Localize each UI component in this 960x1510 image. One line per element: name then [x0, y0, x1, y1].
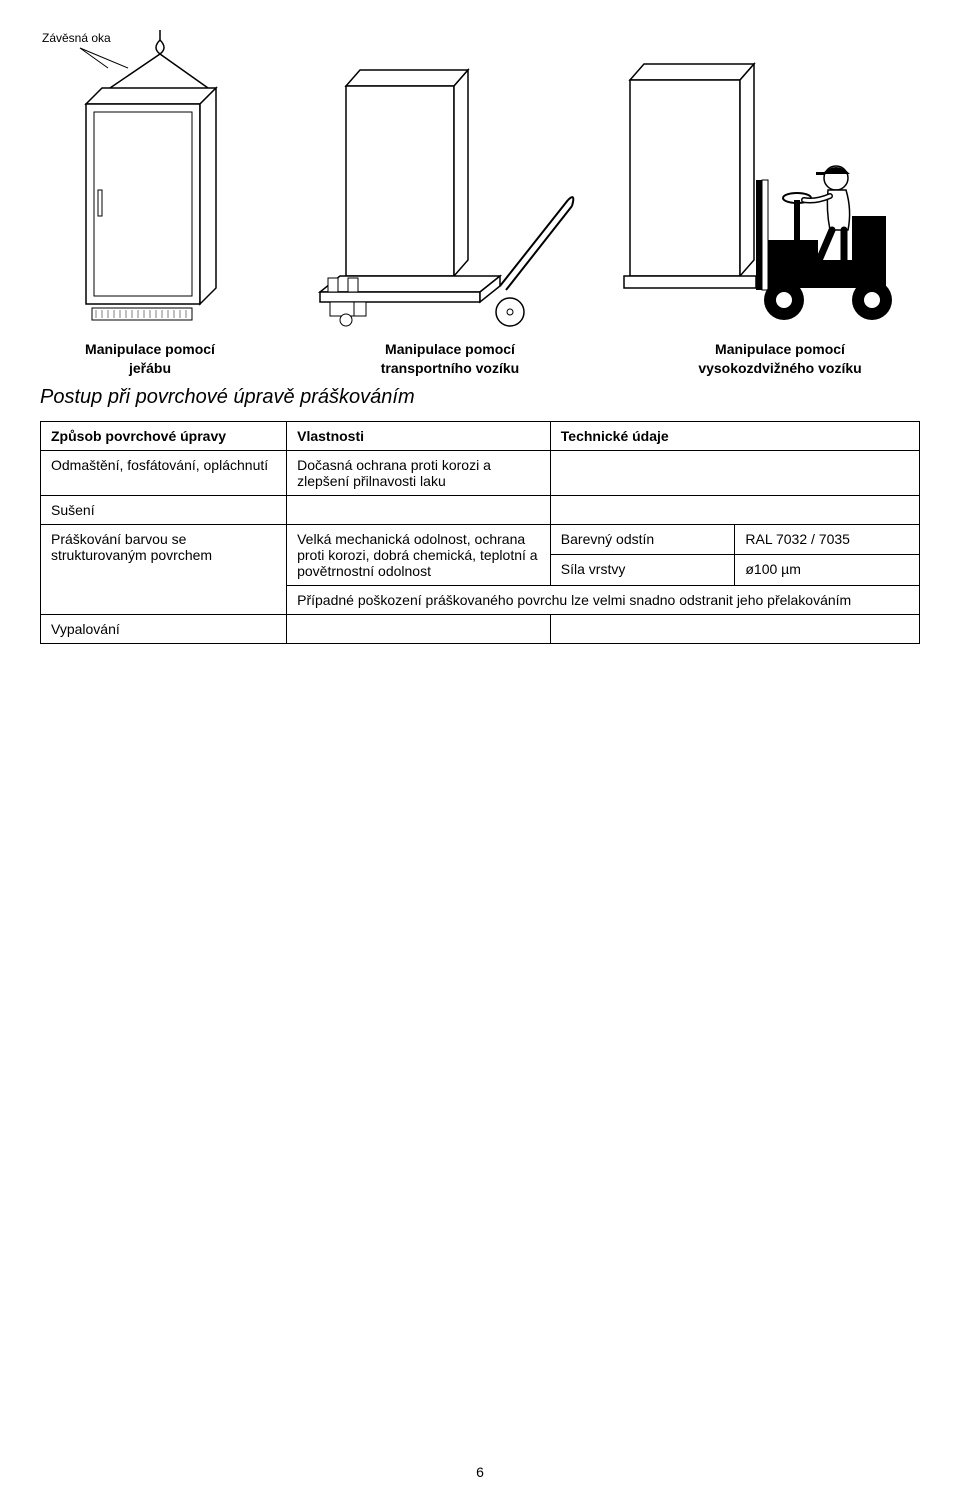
th-method: Způsob povrchové úpravy [41, 421, 287, 450]
r4-props [287, 614, 551, 643]
r3-method: Práškování barvou se strukturovaným povr… [41, 524, 287, 614]
th-tech: Technické údaje [550, 421, 919, 450]
r3-props: Velká mechanická odolnost, ochrana proti… [287, 524, 551, 585]
r4-tech [550, 614, 919, 643]
hook-label: Závěsná oka [42, 31, 111, 45]
r3-thickness-label: Síla vrstvy [550, 555, 735, 586]
captions-row: Manipulace pomocí jeřábu Manipulace pomo… [40, 340, 920, 378]
r1-method: Odmaštění, fosfátování, opláchnutí [41, 450, 287, 495]
table-header-row: Způsob povrchové úpravy Vlastnosti Techn… [41, 421, 920, 450]
page-number: 6 [40, 1464, 920, 1480]
caption-forklift-l2: vysokozdvižného vozíku [698, 360, 861, 376]
diagram-crane: Závěsná oka [40, 30, 260, 330]
table-row: Práškování barvou se strukturovaným povr… [41, 524, 920, 555]
caption-crane-l1: Manipulace pomocí [85, 341, 215, 357]
r3-shade-label: Barevný odstín [550, 524, 735, 555]
caption-trolley-l2: transportního vozíku [381, 360, 519, 376]
forklift-svg [620, 30, 920, 330]
caption-crane: Manipulace pomocí jeřábu [40, 340, 260, 378]
caption-crane-l2: jeřábu [129, 360, 171, 376]
r3-thickness-value: ø100 µm [735, 555, 920, 586]
diagram-forklift [620, 30, 920, 330]
crane-cabinet-svg: Závěsná oka [40, 30, 260, 330]
th-props: Vlastnosti [287, 421, 551, 450]
table-row: Vypalování [41, 614, 920, 643]
caption-trolley-l1: Manipulace pomocí [385, 341, 515, 357]
caption-forklift-l1: Manipulace pomocí [715, 341, 845, 357]
r2-tech [550, 495, 919, 524]
r2-method: Sušení [41, 495, 287, 524]
diagram-trolley [300, 30, 580, 330]
r1-props: Dočasná ochrana proti korozi a zlepšení … [287, 450, 551, 495]
trolley-svg [300, 30, 580, 330]
caption-trolley: Manipulace pomocí transportního vozíku [310, 340, 590, 378]
section-title: Postup při povrchové úpravě práškováním [40, 386, 920, 409]
caption-forklift: Manipulace pomocí vysokozdvižného vozíku [640, 340, 920, 378]
r3-shade-value: RAL 7032 / 7035 [735, 524, 920, 555]
diagrams-row: Závěsná oka [40, 30, 920, 330]
table-row: Odmaštění, fosfátování, opláchnutí Dočas… [41, 450, 920, 495]
r2-props [287, 495, 551, 524]
surface-treatment-table: Způsob povrchové úpravy Vlastnosti Techn… [40, 421, 920, 644]
r4-method: Vypalování [41, 614, 287, 643]
r1-tech [550, 450, 919, 495]
r3-note: Případné poškození práškovaného povrchu … [287, 585, 920, 614]
table-row: Sušení [41, 495, 920, 524]
